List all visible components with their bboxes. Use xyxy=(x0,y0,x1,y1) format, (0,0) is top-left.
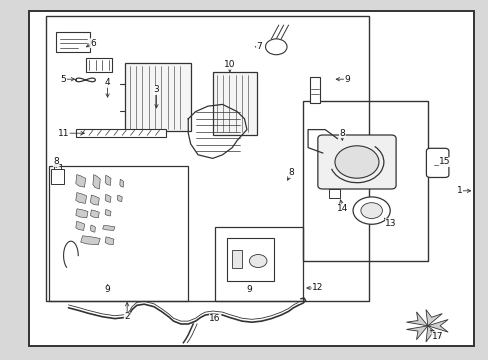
Text: 16: 16 xyxy=(209,314,221,323)
Polygon shape xyxy=(425,310,441,326)
Polygon shape xyxy=(105,237,114,245)
Polygon shape xyxy=(105,175,111,185)
Polygon shape xyxy=(76,209,88,218)
Text: 9: 9 xyxy=(104,285,110,294)
Circle shape xyxy=(249,255,266,267)
Polygon shape xyxy=(105,194,111,202)
Text: 17: 17 xyxy=(431,332,443,341)
Text: 8: 8 xyxy=(339,129,345,138)
Bar xyxy=(51,169,63,184)
Bar xyxy=(319,140,329,153)
Circle shape xyxy=(360,203,382,219)
Bar xyxy=(124,63,190,131)
Polygon shape xyxy=(406,326,427,340)
Bar xyxy=(232,250,242,268)
Text: 10: 10 xyxy=(224,60,235,69)
Bar xyxy=(309,77,320,103)
Polygon shape xyxy=(105,210,111,216)
Polygon shape xyxy=(76,193,86,203)
Bar xyxy=(46,16,368,301)
Polygon shape xyxy=(93,175,100,189)
Bar xyxy=(328,189,340,198)
Polygon shape xyxy=(76,175,85,187)
FancyBboxPatch shape xyxy=(426,148,448,177)
Text: 11: 11 xyxy=(58,129,69,138)
Text: 13: 13 xyxy=(385,219,396,228)
Polygon shape xyxy=(120,179,123,187)
Text: 4: 4 xyxy=(104,78,110,87)
Bar xyxy=(76,129,166,137)
Bar xyxy=(85,58,112,72)
Bar xyxy=(227,238,273,281)
Text: 1: 1 xyxy=(456,186,462,195)
Circle shape xyxy=(352,197,389,224)
Bar xyxy=(212,72,256,135)
Polygon shape xyxy=(76,221,84,230)
Polygon shape xyxy=(90,210,99,218)
Circle shape xyxy=(334,146,378,178)
Bar xyxy=(303,101,427,261)
Text: 5: 5 xyxy=(61,75,66,84)
Text: 8: 8 xyxy=(53,157,59,166)
Text: 12: 12 xyxy=(311,284,323,292)
Text: 8: 8 xyxy=(287,168,293,177)
Polygon shape xyxy=(90,225,95,232)
Polygon shape xyxy=(406,312,427,326)
Bar xyxy=(215,227,303,301)
Text: 6: 6 xyxy=(90,39,96,48)
Circle shape xyxy=(265,39,286,55)
Text: 3: 3 xyxy=(153,85,159,94)
Polygon shape xyxy=(117,195,122,202)
Polygon shape xyxy=(90,195,99,205)
Text: 14: 14 xyxy=(336,204,347,213)
Polygon shape xyxy=(102,225,115,230)
Text: 9: 9 xyxy=(246,285,252,294)
Text: 9: 9 xyxy=(344,75,349,84)
FancyBboxPatch shape xyxy=(317,135,395,189)
Polygon shape xyxy=(425,326,441,342)
Text: 2: 2 xyxy=(124,312,130,321)
Text: 7: 7 xyxy=(256,42,262,51)
Text: 15: 15 xyxy=(438,157,450,166)
Polygon shape xyxy=(427,319,447,332)
Polygon shape xyxy=(81,236,100,245)
Bar xyxy=(56,32,90,52)
Bar xyxy=(49,166,188,301)
